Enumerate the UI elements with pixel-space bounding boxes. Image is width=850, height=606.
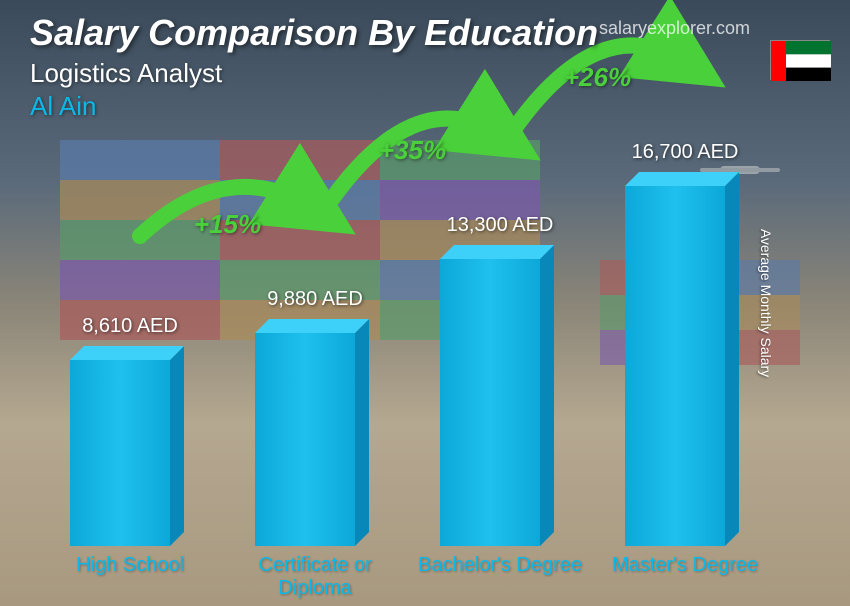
site-credit: salaryexplorer.com: [599, 18, 750, 39]
salary-chart: 8,610 AEDHigh School9,880 AEDCertificate…: [60, 126, 790, 546]
jump-percent: +35%: [353, 135, 473, 166]
yaxis-label: Average Monthly Salary: [758, 229, 774, 377]
header: Salary Comparison By Education Logistics…: [30, 12, 598, 122]
bar-label: High School: [40, 554, 220, 577]
uae-flag-icon: [770, 40, 830, 80]
jump-percent: +15%: [168, 209, 288, 240]
page-location: Al Ain: [30, 91, 598, 122]
page-title: Salary Comparison By Education: [30, 12, 598, 54]
bar-label: Certificate or Diploma: [225, 554, 405, 600]
bar-label: Bachelor's Degree: [410, 554, 590, 577]
page-subtitle: Logistics Analyst: [30, 58, 598, 89]
bar-label: Master's Degree: [595, 554, 775, 577]
